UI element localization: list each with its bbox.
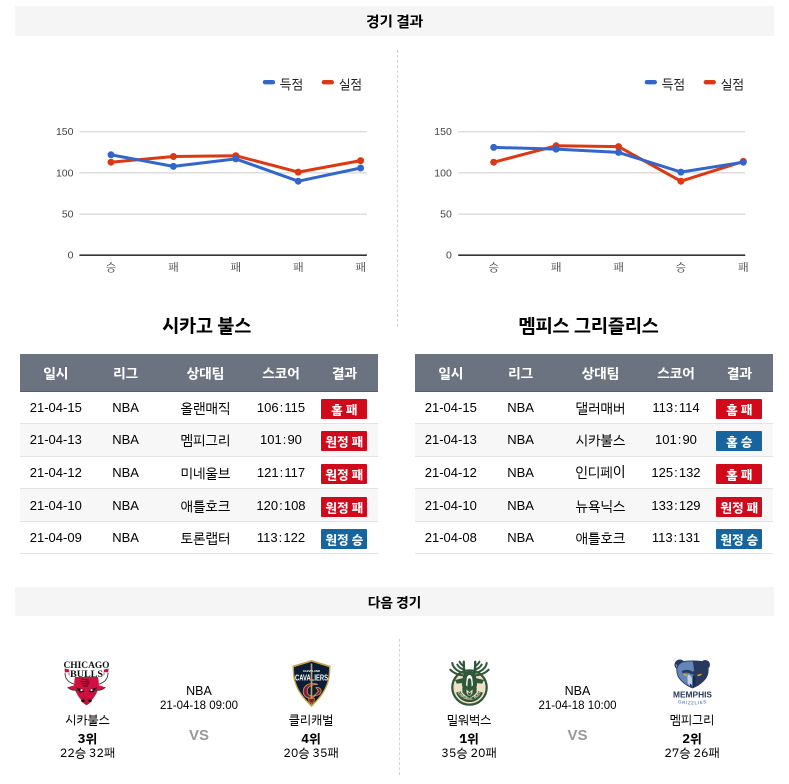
svg-text:패: 패 — [293, 258, 303, 275]
svg-text:패: 패 — [551, 258, 561, 275]
svg-text:승: 승 — [106, 258, 117, 275]
svg-text:CHICAGO: CHICAGO — [64, 661, 110, 671]
svg-text:패: 패 — [355, 258, 365, 275]
svg-text:패: 패 — [613, 258, 623, 275]
svg-text:승: 승 — [676, 258, 687, 275]
svg-text:100: 100 — [56, 167, 74, 179]
svg-text:득점: 득점 — [280, 75, 303, 93]
svg-text:0: 0 — [68, 250, 74, 262]
svg-text:실점: 실점 — [721, 75, 744, 93]
svg-text:CLEVELAND: CLEVELAND — [303, 669, 321, 673]
svg-text:BULLS: BULLS — [70, 669, 104, 680]
svg-text:0: 0 — [446, 250, 452, 262]
svg-text:100: 100 — [434, 167, 452, 179]
svg-text:실점: 실점 — [339, 75, 362, 93]
svg-text:패: 패 — [738, 258, 748, 275]
svg-text:승: 승 — [489, 258, 500, 275]
svg-text:50: 50 — [62, 209, 74, 221]
svg-text:득점: 득점 — [662, 75, 685, 93]
svg-text:패: 패 — [231, 258, 241, 275]
svg-text:MEMPHIS: MEMPHIS — [673, 690, 712, 700]
svg-text:150: 150 — [434, 126, 452, 138]
svg-text:150: 150 — [56, 126, 74, 138]
svg-text:패: 패 — [168, 258, 178, 275]
svg-text:GRIZZLIES: GRIZZLIES — [677, 699, 707, 705]
svg-text:50: 50 — [440, 209, 452, 221]
